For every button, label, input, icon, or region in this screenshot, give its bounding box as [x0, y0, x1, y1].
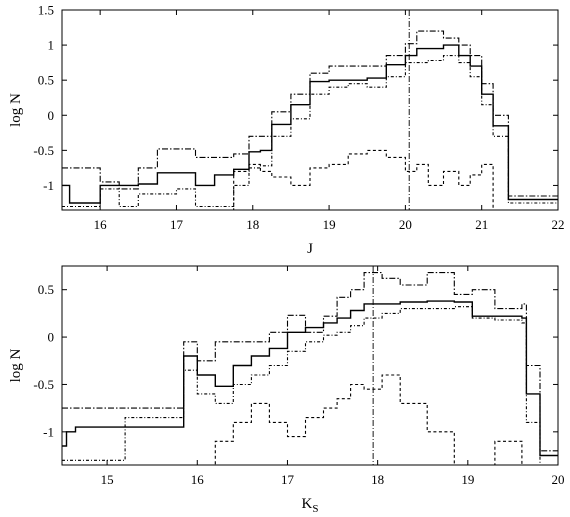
- x-tick-label: 16: [94, 217, 108, 232]
- y-tick-label: 1.5: [38, 3, 54, 18]
- series-dashed: [62, 374, 558, 465]
- y-tick-label: 0.5: [38, 282, 54, 297]
- series-dash-dot-lower: [62, 306, 558, 465]
- x-tick-label: 20: [552, 472, 565, 487]
- x-axis-label: KS: [302, 496, 319, 515]
- series-group: [62, 10, 558, 210]
- x-tick-label: 17: [170, 217, 184, 232]
- x-tick-label: 21: [475, 217, 488, 232]
- series-dashed: [62, 149, 558, 210]
- series-dash-dot-lower: [62, 55, 558, 208]
- x-tick-label: 20: [399, 217, 412, 232]
- x-tick-label: 15: [101, 472, 114, 487]
- chart-panel-2: 15 16 17 18 19 20 -1 -0.5 0 0.5 KS log N: [8, 265, 565, 515]
- y-axis-label: log N: [8, 93, 24, 127]
- y-axis-label: log N: [8, 348, 24, 382]
- x-tick-label: 18: [246, 217, 259, 232]
- y-tick-label: 0: [48, 330, 55, 345]
- x-tick-label: 16: [191, 472, 205, 487]
- series-dash-dot-upper: [62, 272, 558, 452]
- series-dash-dot-upper: [62, 30, 558, 197]
- x-axis-label: J: [307, 241, 313, 257]
- y-tick-label: -1: [43, 424, 54, 439]
- y-tick-label: 1: [48, 38, 55, 53]
- y-tick-label: 0.5: [38, 73, 54, 88]
- series-solid: [62, 300, 558, 457]
- plot-frame: [61, 9, 559, 211]
- plot-frame: [61, 265, 559, 466]
- y-tick-label: 0: [48, 108, 55, 123]
- series-group: [62, 266, 558, 465]
- series-solid: [62, 44, 558, 204]
- x-tick-label: 19: [323, 217, 336, 232]
- x-tick-label: 22: [552, 217, 565, 232]
- x-tick-label: 17: [281, 472, 295, 487]
- x-tick-label: 18: [371, 472, 384, 487]
- x-tick-label: 19: [461, 472, 474, 487]
- y-tick-label: -1: [43, 178, 54, 193]
- x-axis-label-subscript: S: [312, 503, 318, 515]
- y-tick-label: -0.5: [33, 377, 54, 392]
- y-tick-label: -0.5: [33, 143, 54, 158]
